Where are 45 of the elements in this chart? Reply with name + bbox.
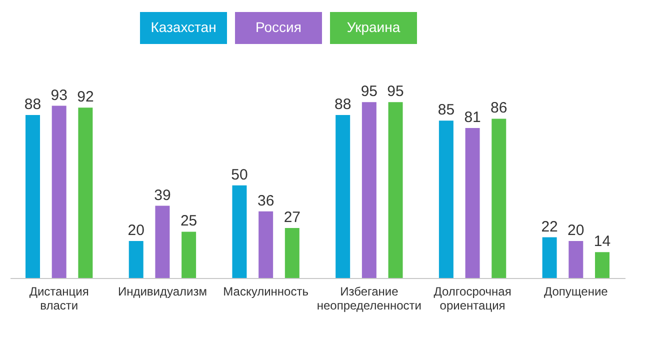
bar [155, 206, 170, 278]
data-label: 25 [180, 212, 198, 230]
data-label: 85 [438, 102, 455, 119]
bar [438, 120, 454, 278]
data-label: 93 [50, 86, 68, 104]
data-label: 88 [24, 96, 42, 114]
data-label: 95 [360, 83, 378, 100]
data-label: 95 [387, 83, 404, 100]
data-label: 86 [490, 100, 508, 117]
bar [52, 106, 66, 278]
bar [465, 128, 480, 278]
data-label: 22 [541, 218, 558, 236]
x-tick-label: Дистанция власти [29, 284, 89, 312]
data-label: 36 [257, 192, 274, 210]
bar [492, 118, 506, 278]
bar [336, 115, 350, 278]
x-tick-label: Долгосрочная ориентация [434, 284, 512, 312]
data-label: 39 [154, 186, 171, 204]
data-label: 20 [128, 222, 144, 239]
bar [388, 102, 403, 278]
x-tick-label: Маскулинность [223, 284, 308, 298]
x-tick-label: Индивидуализм [118, 284, 207, 298]
bar [284, 228, 300, 278]
bar [568, 240, 584, 278]
bar [542, 237, 557, 278]
text: Россия [256, 19, 302, 35]
bar [232, 185, 247, 278]
data-label: 20 [568, 222, 584, 239]
data-label: 14 [594, 233, 611, 250]
bar [182, 232, 196, 278]
bar [128, 240, 144, 278]
x-tick-label: Избегание неопределенности [316, 284, 422, 312]
bar [78, 108, 93, 278]
bar [595, 252, 610, 278]
bar [26, 115, 40, 278]
data-label: 88 [334, 96, 352, 114]
text: Казахстан [150, 19, 216, 35]
data-label: 81 [464, 109, 481, 126]
data-label: 27 [284, 209, 301, 226]
data-label: 92 [77, 88, 94, 106]
bar [258, 211, 274, 278]
text: Украина [346, 19, 400, 35]
x-tick-label: Допущение [544, 284, 608, 298]
bar [362, 102, 376, 278]
data-label: 50 [231, 166, 248, 184]
